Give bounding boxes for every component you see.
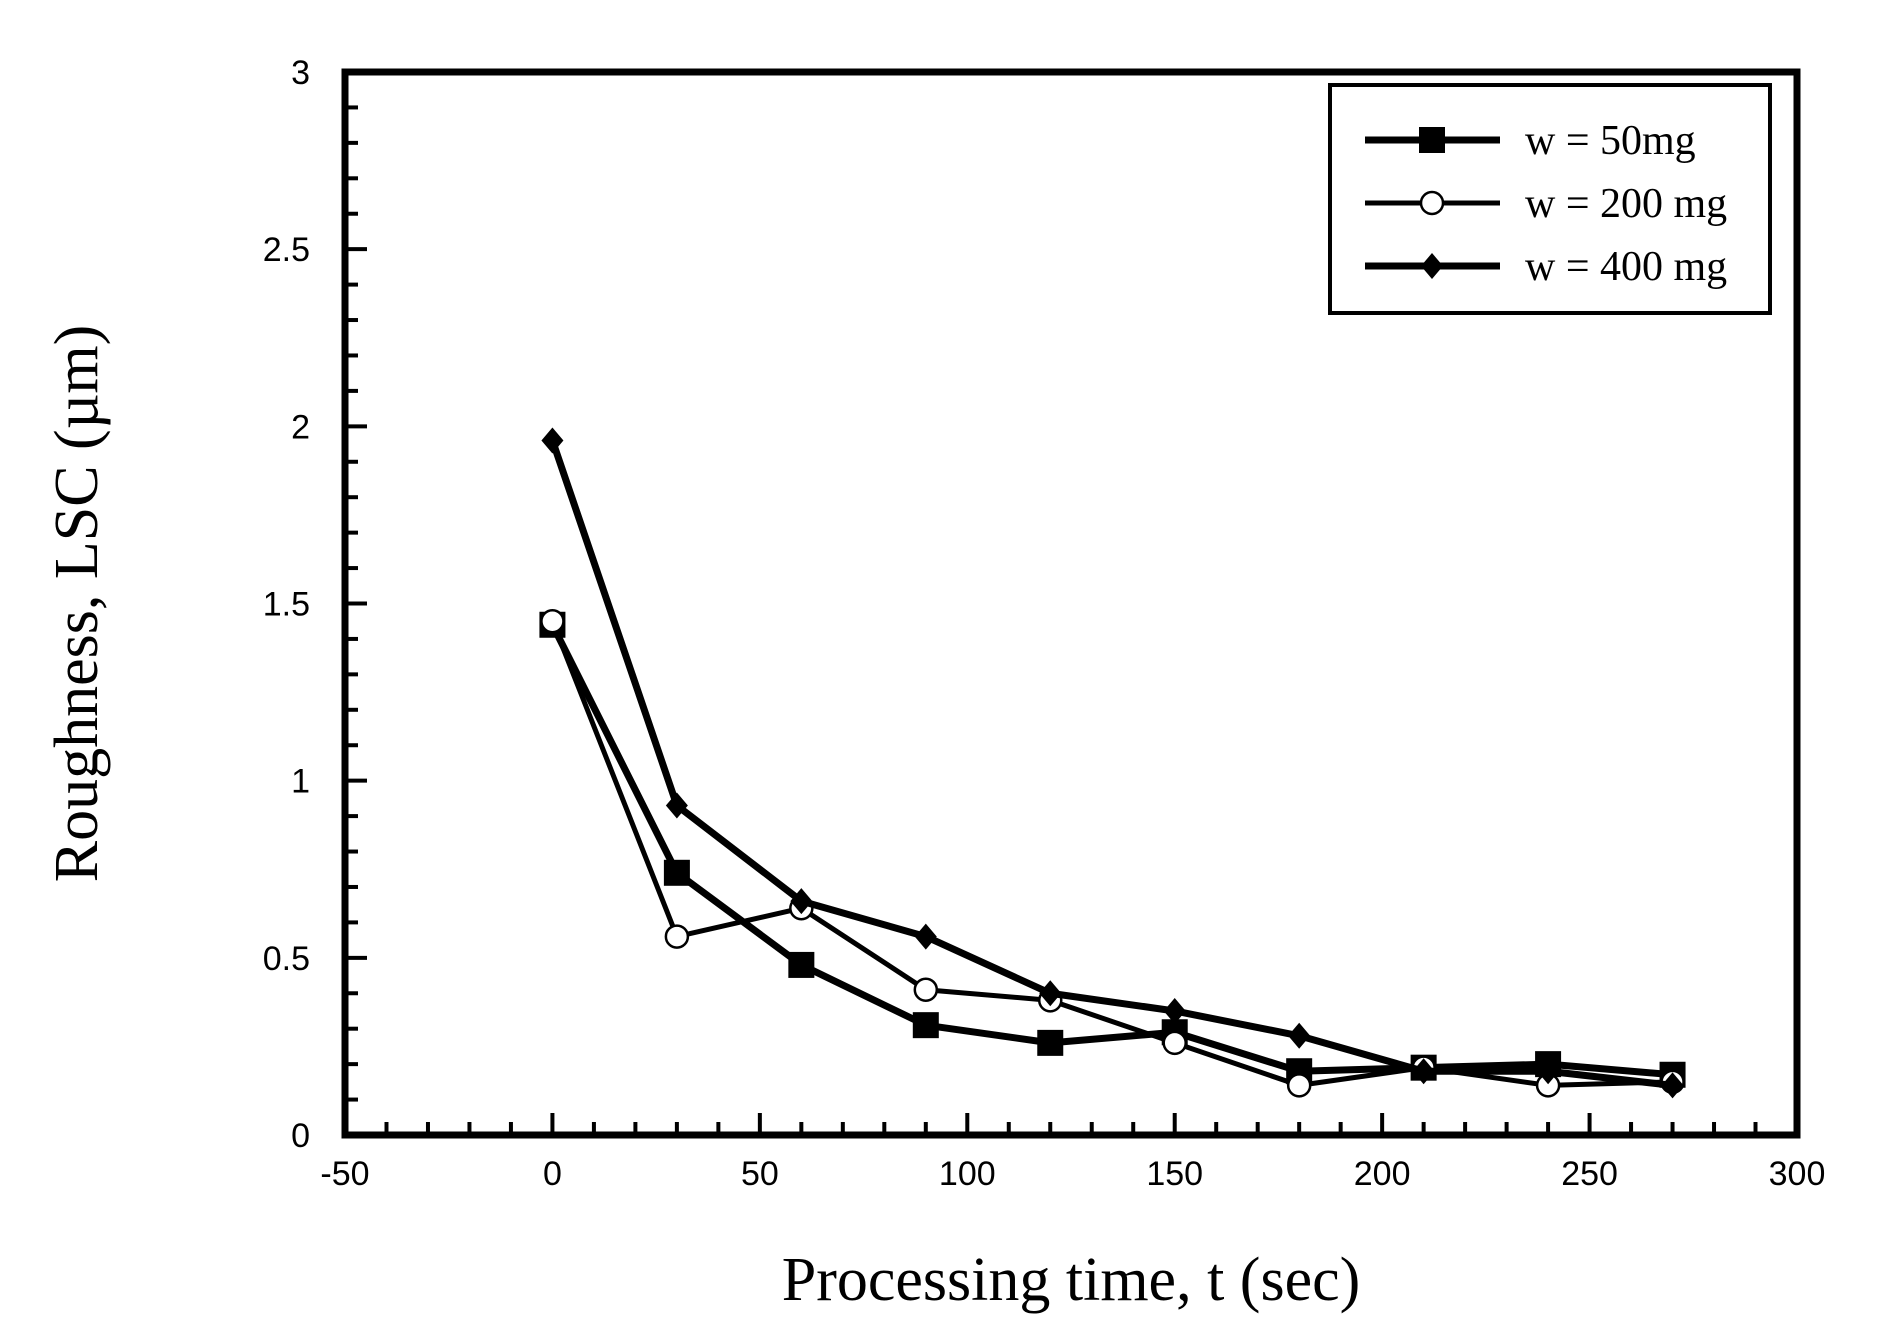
series-line — [549, 439, 1673, 1089]
series-line — [550, 620, 1673, 1088]
x-tick-label: 250 — [1561, 1155, 1618, 1193]
data-point — [665, 792, 688, 819]
data-point — [912, 1012, 939, 1039]
data-point — [1039, 980, 1062, 1007]
x-tick-label: -50 — [320, 1155, 369, 1193]
series-layer — [539, 427, 1686, 1099]
data-point — [1412, 1058, 1435, 1085]
data-point — [1661, 1072, 1684, 1099]
axis-tick-labels: -50 0 50 100 150 200 250 300 0 0.5 1 1.5 2 2.5 3 — [263, 54, 1826, 1193]
legend-label: w = 400 mg — [1525, 244, 1727, 290]
x-tick-label: 150 — [1146, 1155, 1203, 1193]
legend-item: w = 200 mg — [1365, 181, 1727, 227]
legend-box — [1328, 83, 1772, 315]
data-point — [788, 951, 815, 978]
legend-item: w = 400 mg — [1365, 244, 1727, 290]
data-point — [914, 923, 937, 950]
y-tick-label: 0 — [291, 1117, 310, 1155]
legend: w = 50mg w = 200 mg w = 400 mg — [1328, 83, 1772, 315]
data-point — [1037, 1029, 1064, 1056]
data-point — [664, 924, 690, 949]
legend-marker — [1419, 127, 1445, 153]
legend-label: w = 200 mg — [1525, 181, 1727, 227]
x-axis-title: Processing time, t (sec) — [782, 1246, 1361, 1314]
series-3 — [541, 427, 1684, 1099]
data-point — [1163, 997, 1186, 1024]
x-tick-label: 100 — [939, 1155, 996, 1193]
y-tick-label: 3 — [291, 54, 310, 92]
x-tick-label: 50 — [741, 1155, 779, 1193]
series-line — [549, 623, 1673, 1079]
y-tick-label: 1 — [291, 763, 310, 801]
legend-item: w = 50mg — [1365, 118, 1696, 164]
axis-ticks — [343, 70, 1799, 1137]
y-tick-label: 0.5 — [263, 940, 310, 978]
y-axis-title: Roughness, LSC (µm) — [43, 325, 111, 883]
x-tick-label: 0 — [543, 1155, 562, 1193]
x-tick-label: 300 — [1769, 1155, 1826, 1193]
series-1 — [539, 611, 1686, 1088]
y-tick-label: 2.5 — [263, 231, 310, 269]
data-point — [540, 608, 565, 634]
data-point — [541, 427, 564, 454]
y-tick-label: 2 — [291, 408, 310, 446]
data-point — [1286, 1073, 1312, 1098]
legend-label: w = 50mg — [1525, 118, 1696, 164]
data-point — [1162, 1030, 1187, 1056]
x-tick-label: 200 — [1354, 1155, 1411, 1193]
y-tick-label: 1.5 — [263, 586, 310, 624]
legend-marker — [1421, 253, 1443, 279]
data-point — [913, 977, 939, 1002]
data-point — [790, 888, 813, 915]
data-point — [663, 859, 690, 886]
data-point — [1537, 1058, 1560, 1085]
series-2 — [540, 608, 1685, 1098]
data-point — [1288, 1022, 1311, 1049]
legend-marker — [1419, 190, 1445, 216]
